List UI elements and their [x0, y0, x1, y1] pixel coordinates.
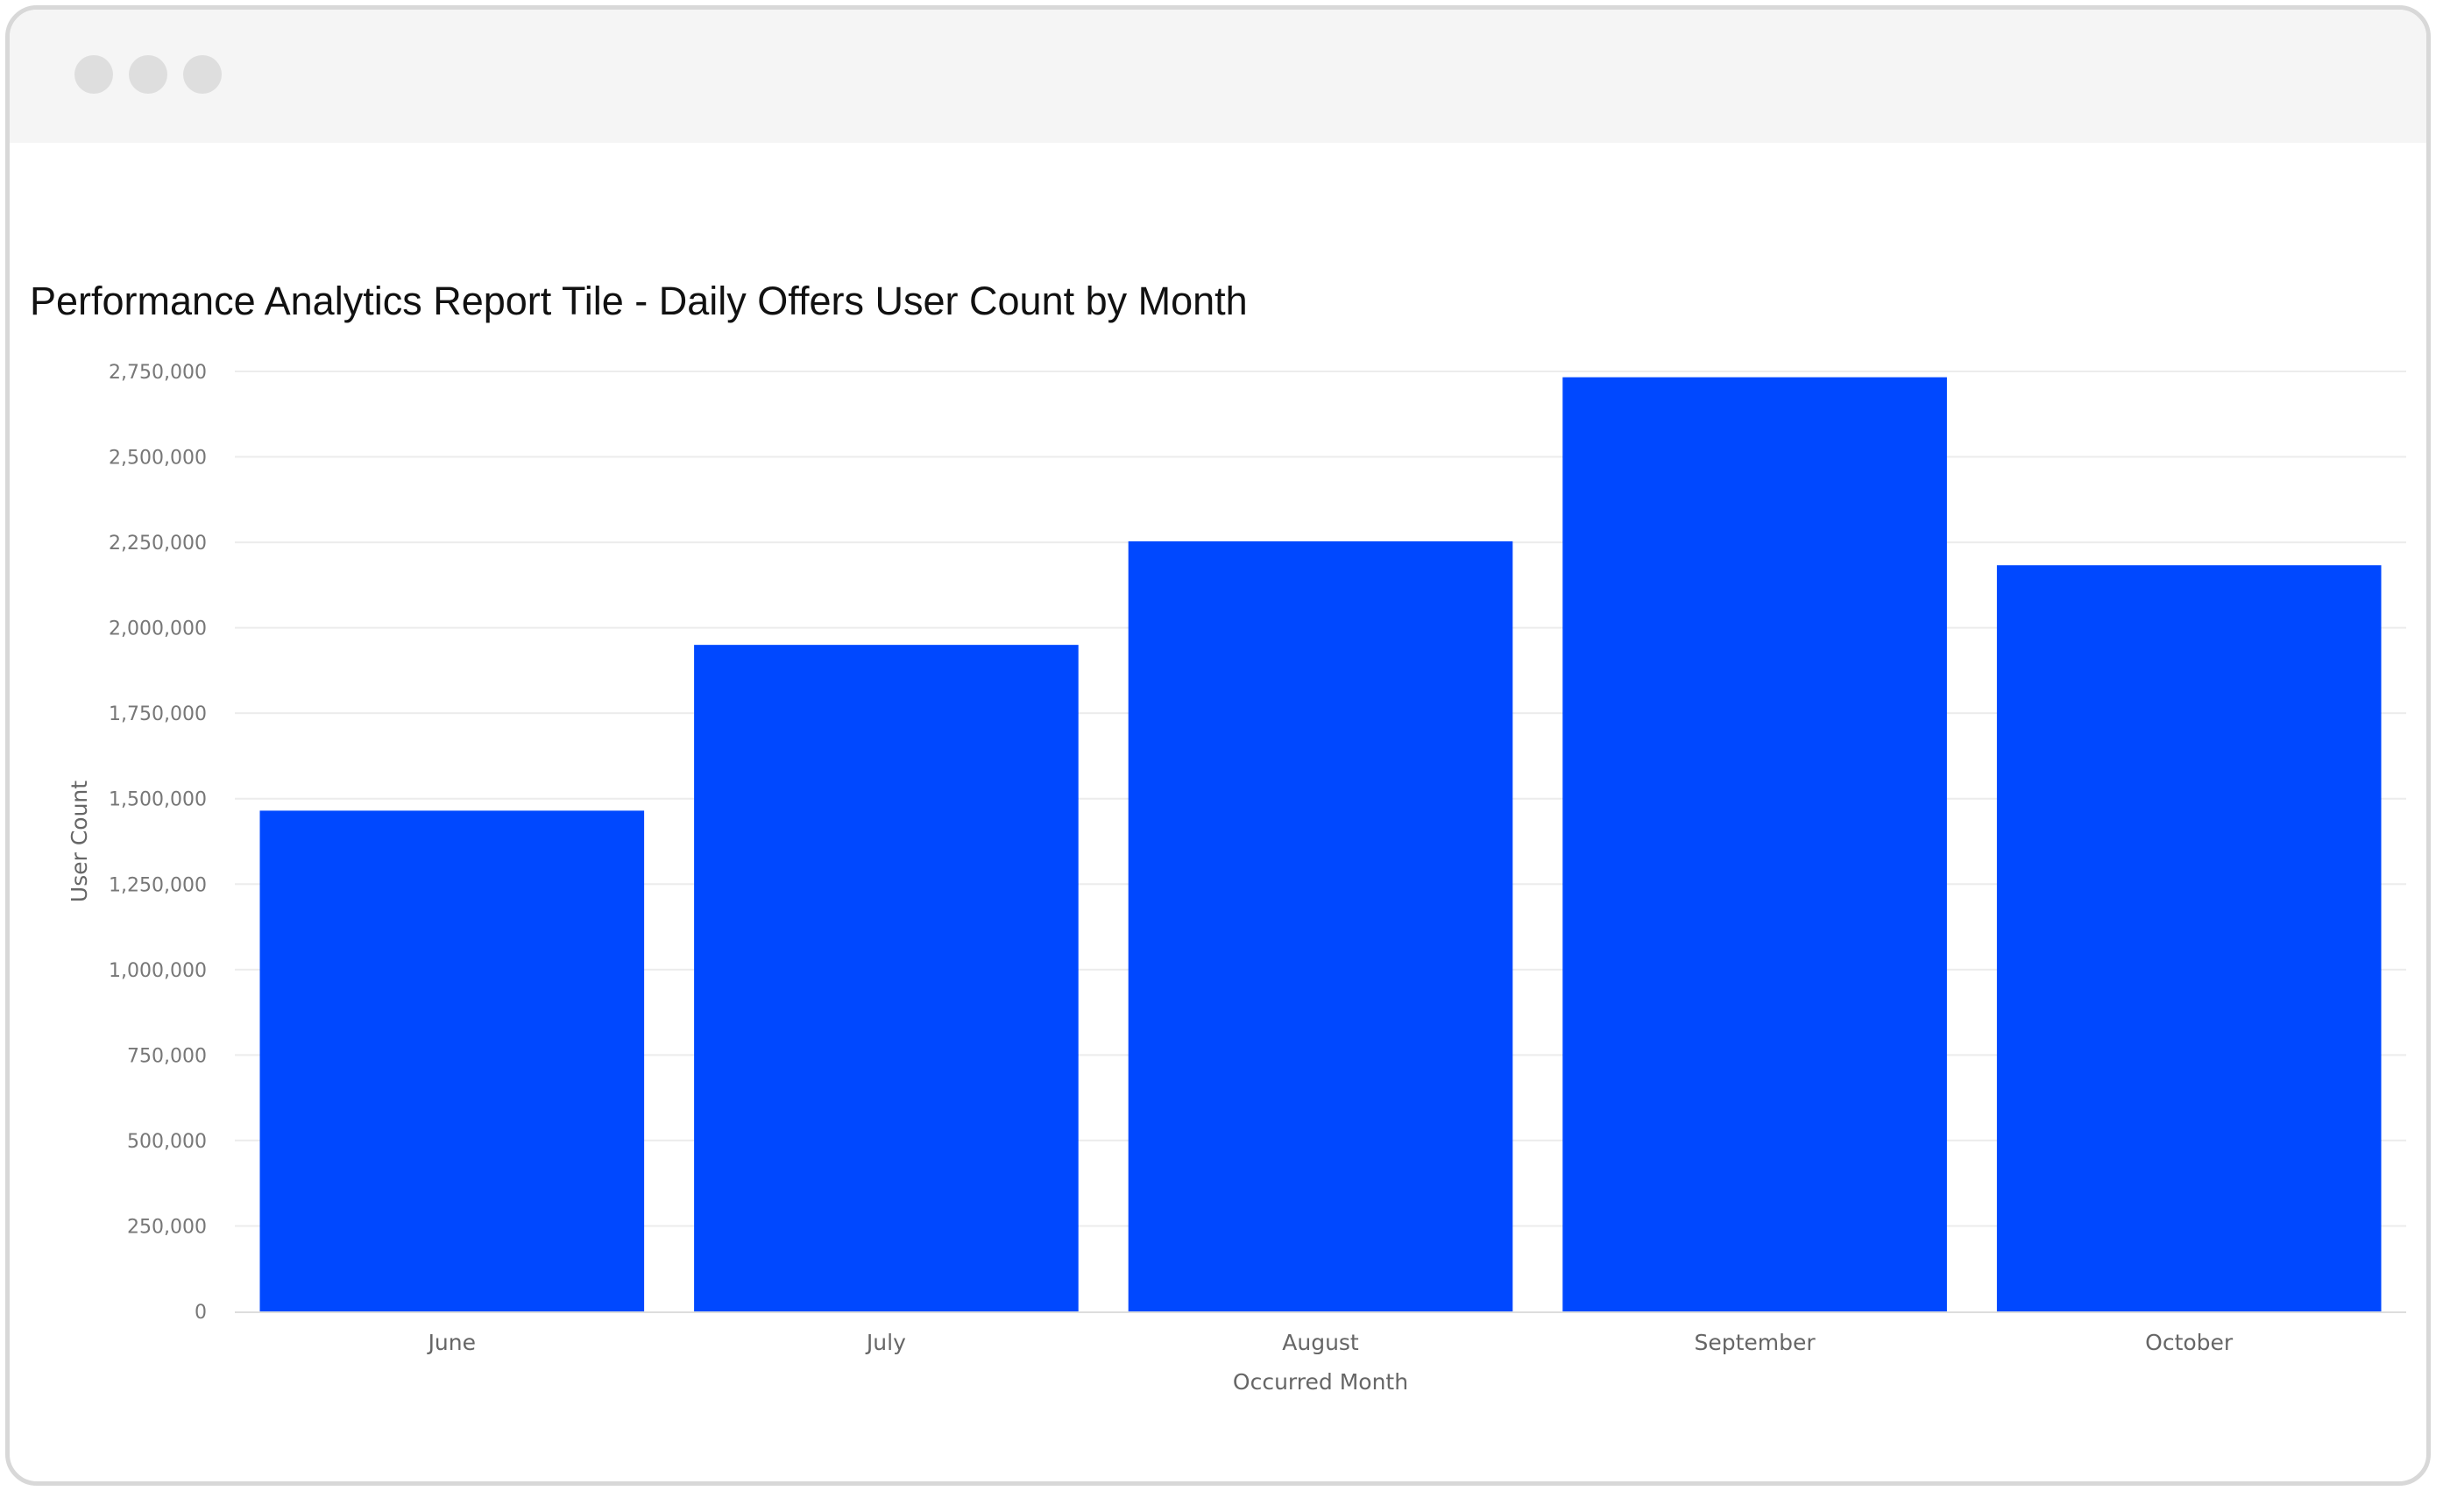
y-tick-label: 500,000	[127, 1131, 207, 1153]
x-category-label: September	[1695, 1330, 1816, 1355]
y-tick-label: 0	[195, 1302, 207, 1324]
bar-august[interactable]	[1128, 541, 1513, 1311]
y-tick-label: 250,000	[127, 1216, 207, 1238]
bar-october[interactable]	[1996, 565, 2382, 1311]
window-maximize-dot[interactable]	[183, 55, 222, 94]
y-tick-label: 2,250,000	[109, 533, 207, 555]
bar-july[interactable]	[694, 645, 1079, 1311]
x-category-label: June	[427, 1330, 476, 1355]
x-category-label: October	[2145, 1330, 2234, 1355]
window-titlebar	[10, 10, 2426, 143]
x-category-label: August	[1282, 1330, 1359, 1355]
x-axis-categories: June July August September October	[427, 1330, 2234, 1355]
x-category-label: July	[865, 1330, 906, 1355]
y-tick-label: 1,750,000	[109, 703, 207, 725]
bar-september[interactable]	[1562, 377, 1947, 1312]
y-tick-label: 1,500,000	[109, 789, 207, 811]
y-axis-ticks: 0 250,000 500,000 750,000 1,000,000 1,250,000…	[109, 362, 207, 1324]
y-tick-label: 1,250,000	[109, 874, 207, 896]
y-tick-label: 2,500,000	[109, 448, 207, 470]
y-tick-label: 750,000	[127, 1045, 207, 1067]
window-close-dot[interactable]	[74, 55, 113, 94]
y-axis-label: User Count	[67, 781, 92, 902]
x-axis-label: Occurred Month	[1233, 1369, 1408, 1395]
chart-title: Performance Analytics Report Tile - Dail…	[30, 279, 1248, 323]
window-minimize-dot[interactable]	[129, 55, 167, 94]
y-tick-label: 2,750,000	[109, 362, 207, 384]
bars	[259, 377, 2382, 1312]
y-tick-label: 2,000,000	[109, 618, 207, 640]
y-tick-label: 1,000,000	[109, 960, 207, 982]
bar-june[interactable]	[259, 810, 645, 1311]
